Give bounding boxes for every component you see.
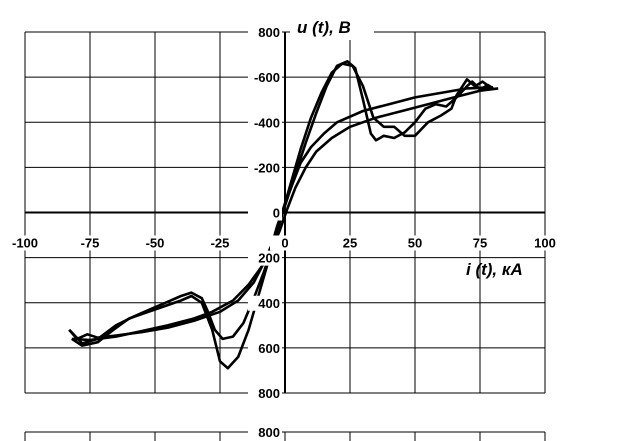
x-tick-label: -75 (81, 236, 100, 251)
y-tick-label: 400 (258, 296, 280, 311)
series-line-3 (71, 62, 494, 370)
y-tick-label: 800 (258, 25, 280, 40)
y-tick-label: -400 (254, 115, 280, 130)
ylabel-backdrop (290, 14, 374, 40)
y-tick-label: 200 (258, 251, 280, 266)
x-axis-title: i (t), кА (466, 260, 523, 279)
y-tick-backdrop (248, 70, 282, 86)
y-axis-title: u (t), В (297, 18, 351, 37)
series-layer (68, 60, 499, 370)
x-tick-label: -50 (146, 236, 165, 251)
y-tick-label: -200 (254, 160, 280, 175)
x-tick-label: 100 (534, 236, 556, 251)
y-tick-backdrop (248, 295, 282, 311)
x-tick-backdrop (400, 235, 430, 251)
x-tick-label: 50 (408, 236, 422, 251)
x-tick-label: 0 (281, 236, 288, 251)
tick-labels: -100 -75 -50 -25 0 25 50 75 1008006004002000-200… (10, 25, 560, 441)
x-tick-backdrop (205, 235, 235, 251)
y-tick-backdrop (248, 386, 282, 401)
x-tick-label: 75 (473, 236, 487, 251)
y-tick-backdrop (248, 160, 282, 176)
y-tick-backdrop (248, 250, 282, 266)
y-tick-backdrop (248, 205, 282, 221)
x-tick-backdrop (10, 235, 40, 251)
y-tick-backdrop (248, 340, 282, 356)
x-tick-backdrop (335, 235, 365, 251)
y-tick-label: 800 (258, 386, 280, 401)
y-tick-label: 0 (273, 206, 280, 221)
y-tick-backdrop (248, 115, 282, 131)
y-tick-backdrop (248, 25, 282, 40)
x-tick-label: 25 (343, 236, 357, 251)
x-tick-backdrop (530, 235, 560, 251)
x-tick-label: -100 (12, 236, 38, 251)
x-tick-backdrop (140, 235, 170, 251)
x-tick-backdrop (75, 235, 105, 251)
lower-panel-tick-label: 800 (258, 425, 280, 440)
x-tick-label: -25 (211, 236, 230, 251)
x-tick-backdrop (465, 235, 495, 251)
y-tick-label: -600 (254, 70, 280, 85)
series-line-2 (68, 60, 494, 345)
x-tick-backdrop (270, 235, 300, 251)
y-tick-label: 600 (258, 341, 280, 356)
lower-panel-label-backdrop (248, 425, 282, 441)
series-line-1 (71, 87, 499, 342)
